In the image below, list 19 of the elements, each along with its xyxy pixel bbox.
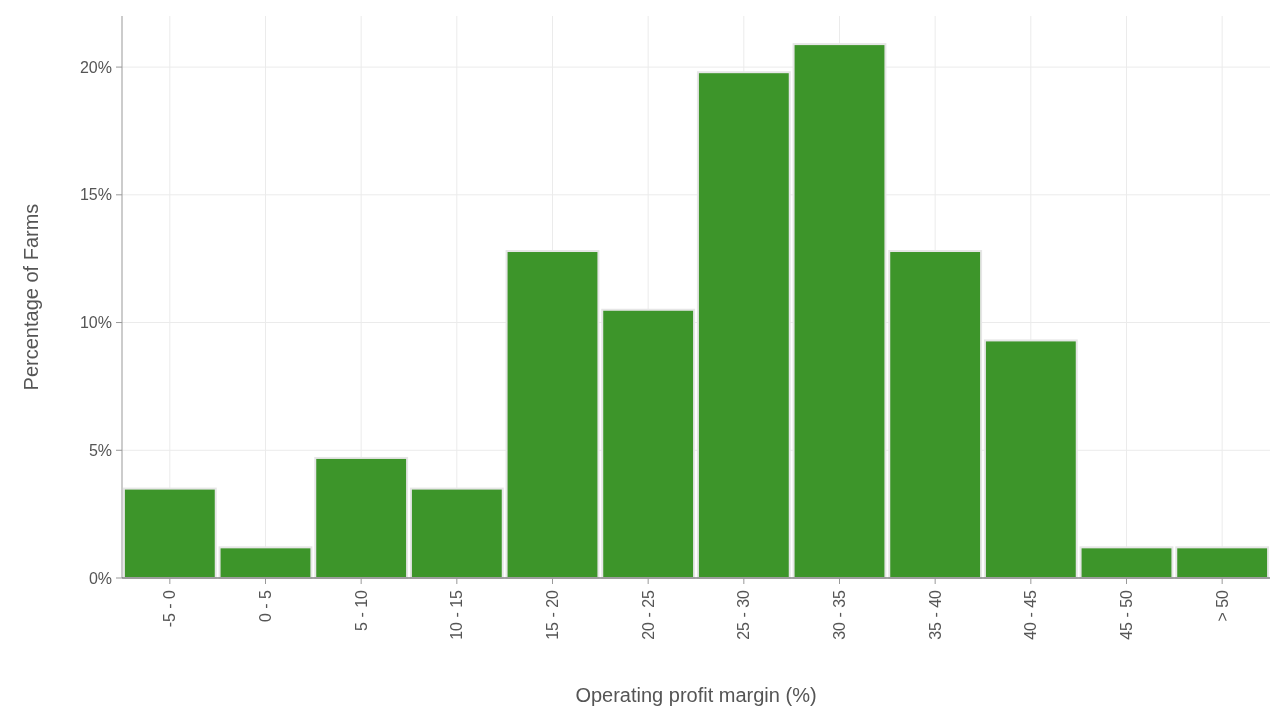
x-tick-label: 15 - 20	[544, 589, 562, 640]
x-tick-label: 5 - 10	[352, 589, 370, 631]
y-tick-label: 10%	[79, 314, 112, 332]
x-tick-label: > 50	[1213, 589, 1231, 622]
x-tick-label: 35 - 40	[926, 589, 944, 640]
x-tick-label: 10 - 15	[448, 589, 466, 640]
x-axis-title: Operating profit margin (%)	[575, 684, 817, 706]
y-tick-label: 0%	[88, 569, 112, 587]
x-tick-label: 25 - 30	[735, 589, 753, 640]
x-tick-label: -5 - 0	[161, 589, 179, 628]
x-tick-label: 20 - 25	[639, 589, 657, 640]
x-tick-label: 45 - 50	[1118, 589, 1136, 640]
y-axis-title: Percentage of Farms	[20, 203, 42, 391]
x-tick-label: 40 - 45	[1022, 589, 1040, 640]
y-tick-label: 15%	[79, 186, 112, 204]
y-tick-label: 5%	[88, 441, 112, 459]
y-tick-label: 20%	[79, 58, 112, 76]
x-tick-label: 0 - 5	[257, 589, 275, 623]
x-tick-label: 30 - 35	[831, 589, 849, 640]
